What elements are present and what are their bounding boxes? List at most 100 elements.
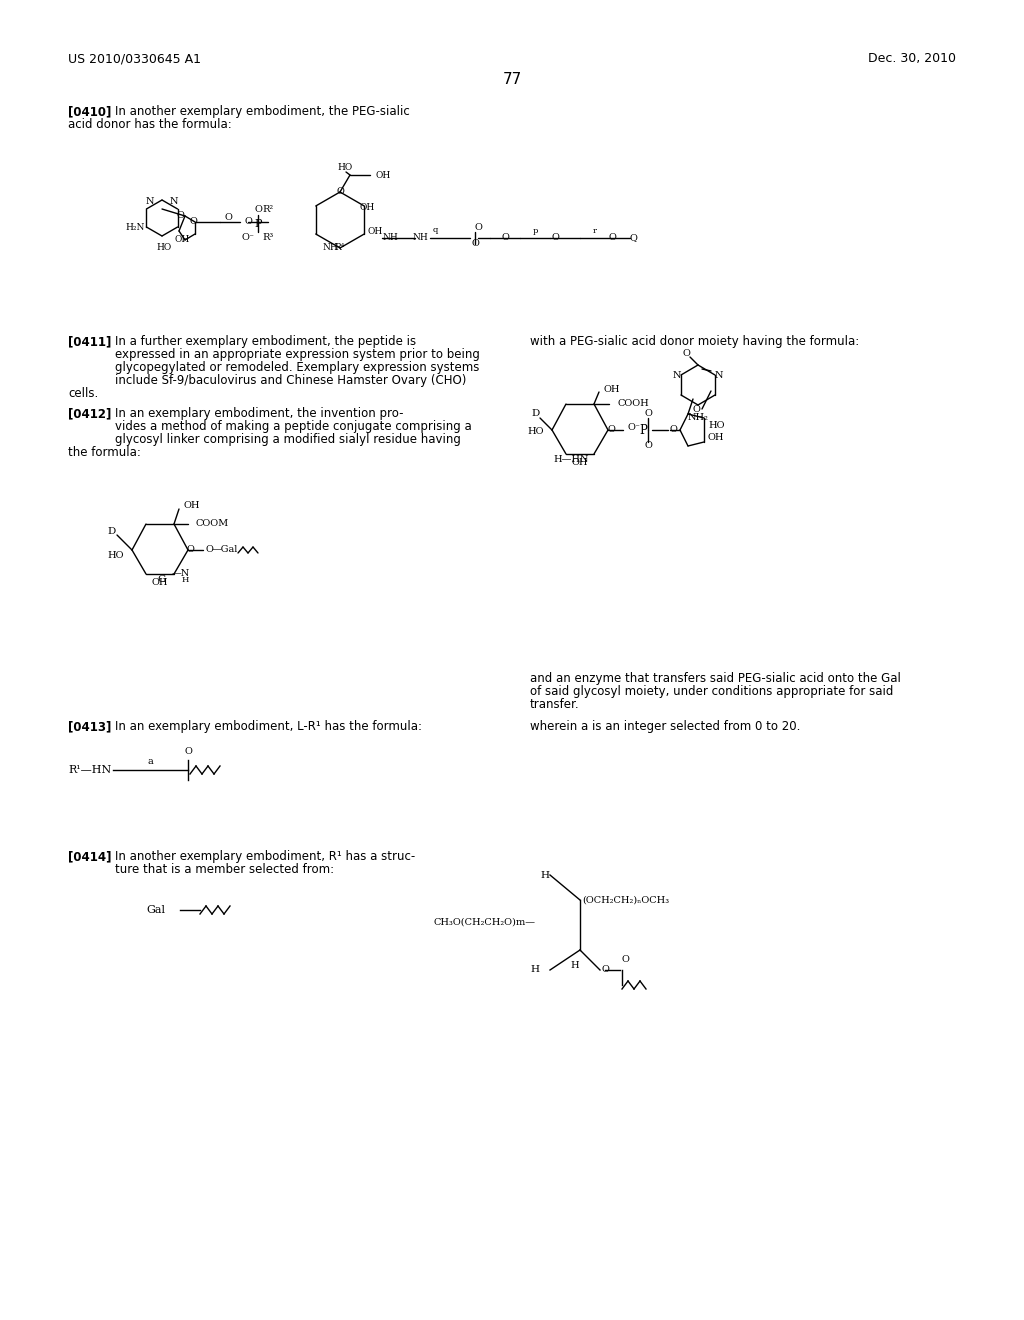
Text: O: O bbox=[205, 545, 213, 554]
Text: glycopegylated or remodeled. Exemplary expression systems: glycopegylated or remodeled. Exemplary e… bbox=[115, 360, 479, 374]
Text: O: O bbox=[608, 234, 616, 243]
Text: OH: OH bbox=[367, 227, 382, 236]
Text: acid donor has the formula:: acid donor has the formula: bbox=[68, 117, 231, 131]
Text: O: O bbox=[471, 239, 479, 248]
Text: OH: OH bbox=[375, 170, 390, 180]
Text: O⁻: O⁻ bbox=[628, 424, 641, 433]
Text: [0412]: [0412] bbox=[68, 407, 112, 420]
Text: r: r bbox=[593, 227, 597, 235]
Text: OH: OH bbox=[360, 203, 375, 213]
Text: ture that is a member selected from:: ture that is a member selected from: bbox=[115, 863, 334, 876]
Text: G: G bbox=[158, 574, 166, 583]
Text: (OCH₂CH₂)ₙOCH₃: (OCH₂CH₂)ₙOCH₃ bbox=[582, 895, 669, 904]
Text: OH: OH bbox=[708, 433, 725, 442]
Text: O: O bbox=[644, 441, 652, 450]
Text: include Sf-9/baculovirus and Chinese Hamster Ovary (CHO): include Sf-9/baculovirus and Chinese Ham… bbox=[115, 374, 466, 387]
Text: wherein a is an integer selected from 0 to 20.: wherein a is an integer selected from 0 … bbox=[530, 719, 801, 733]
Text: OH: OH bbox=[604, 384, 621, 393]
Text: HO: HO bbox=[708, 421, 725, 430]
Text: D: D bbox=[531, 409, 540, 418]
Text: O: O bbox=[176, 210, 184, 219]
Text: In a further exemplary embodiment, the peptide is: In a further exemplary embodiment, the p… bbox=[115, 335, 416, 348]
Text: O: O bbox=[670, 425, 678, 434]
Text: with a PEG-sialic acid donor moiety having the formula:: with a PEG-sialic acid donor moiety havi… bbox=[530, 335, 859, 348]
Text: NH: NH bbox=[382, 234, 398, 243]
Text: glycosyl linker comprising a modified sialyl residue having: glycosyl linker comprising a modified si… bbox=[115, 433, 461, 446]
Text: [0410]: [0410] bbox=[68, 106, 112, 117]
Text: expressed in an appropriate expression system prior to being: expressed in an appropriate expression s… bbox=[115, 348, 480, 360]
Text: P: P bbox=[639, 424, 647, 437]
Text: CH₃O(CH₂CH₂O)m—: CH₃O(CH₂CH₂O)m— bbox=[433, 917, 535, 927]
Text: and an enzyme that transfers said PEG-sialic acid onto the Gal: and an enzyme that transfers said PEG-si… bbox=[530, 672, 901, 685]
Text: the formula:: the formula: bbox=[68, 446, 141, 459]
Text: O: O bbox=[692, 405, 700, 414]
Text: H—HN: H—HN bbox=[554, 455, 589, 465]
Text: N: N bbox=[673, 371, 681, 380]
Text: P: P bbox=[254, 219, 262, 228]
Text: Q: Q bbox=[630, 234, 638, 243]
Text: p: p bbox=[532, 227, 538, 235]
Text: O: O bbox=[186, 545, 194, 554]
Text: [0411]: [0411] bbox=[68, 335, 112, 348]
Text: NH: NH bbox=[323, 243, 338, 252]
Text: OH: OH bbox=[174, 235, 189, 244]
Text: In an exemplary embodiment, the invention pro-: In an exemplary embodiment, the inventio… bbox=[115, 407, 403, 420]
Text: O: O bbox=[501, 234, 509, 243]
Text: H₂N: H₂N bbox=[126, 223, 145, 232]
Text: NH: NH bbox=[412, 234, 428, 243]
Text: a: a bbox=[147, 756, 153, 766]
Text: OH: OH bbox=[152, 578, 168, 587]
Text: of said glycosyl moiety, under conditions appropriate for said: of said glycosyl moiety, under condition… bbox=[530, 685, 893, 698]
Text: [0414]: [0414] bbox=[68, 850, 112, 863]
Text: R³: R³ bbox=[262, 234, 273, 243]
Text: In another exemplary embodiment, the PEG-sialic: In another exemplary embodiment, the PEG… bbox=[115, 106, 410, 117]
Text: In another exemplary embodiment, R¹ has a struc-: In another exemplary embodiment, R¹ has … bbox=[115, 850, 416, 863]
Text: q: q bbox=[432, 226, 437, 234]
Text: N: N bbox=[715, 371, 724, 380]
Text: O: O bbox=[644, 409, 652, 418]
Text: In an exemplary embodiment, L-R¹ has the formula:: In an exemplary embodiment, L-R¹ has the… bbox=[115, 719, 422, 733]
Text: O: O bbox=[602, 965, 610, 974]
Text: R⁴: R⁴ bbox=[335, 243, 345, 252]
Text: O: O bbox=[184, 747, 191, 756]
Text: transfer.: transfer. bbox=[530, 698, 580, 711]
Text: O: O bbox=[244, 218, 252, 227]
Text: R¹—HN: R¹—HN bbox=[68, 766, 112, 775]
Text: cells.: cells. bbox=[68, 387, 98, 400]
Text: O: O bbox=[607, 425, 615, 434]
Text: N: N bbox=[170, 198, 178, 206]
Text: HO: HO bbox=[527, 428, 544, 437]
Text: O⁻: O⁻ bbox=[242, 234, 255, 243]
Text: O: O bbox=[224, 214, 232, 223]
Text: N: N bbox=[145, 198, 155, 206]
Text: O: O bbox=[682, 348, 690, 358]
Text: 77: 77 bbox=[503, 73, 521, 87]
Text: OH: OH bbox=[571, 458, 588, 467]
Text: O: O bbox=[622, 956, 629, 965]
Text: HO: HO bbox=[157, 243, 172, 252]
Text: D: D bbox=[108, 528, 116, 536]
Text: COOM: COOM bbox=[196, 520, 229, 528]
Text: HO: HO bbox=[108, 550, 124, 560]
Text: O: O bbox=[254, 206, 262, 214]
Text: —N: —N bbox=[172, 569, 190, 578]
Text: O: O bbox=[551, 234, 559, 243]
Text: H: H bbox=[570, 961, 580, 969]
Text: OH: OH bbox=[184, 502, 201, 511]
Text: US 2010/0330645 A1: US 2010/0330645 A1 bbox=[68, 51, 201, 65]
Text: H: H bbox=[541, 870, 550, 879]
Text: HO: HO bbox=[337, 164, 352, 173]
Text: O: O bbox=[474, 223, 482, 232]
Text: H: H bbox=[182, 576, 189, 583]
Text: H: H bbox=[530, 965, 540, 974]
Text: COOH: COOH bbox=[618, 400, 650, 408]
Text: vides a method of making a peptide conjugate comprising a: vides a method of making a peptide conju… bbox=[115, 420, 472, 433]
Text: R²: R² bbox=[262, 206, 273, 214]
Text: Dec. 30, 2010: Dec. 30, 2010 bbox=[868, 51, 956, 65]
Text: NH₂: NH₂ bbox=[687, 413, 709, 422]
Text: O: O bbox=[189, 218, 197, 227]
Text: [0413]: [0413] bbox=[68, 719, 112, 733]
Text: O: O bbox=[336, 187, 344, 197]
Text: Gal: Gal bbox=[146, 906, 165, 915]
Text: —Gal: —Gal bbox=[212, 545, 239, 554]
